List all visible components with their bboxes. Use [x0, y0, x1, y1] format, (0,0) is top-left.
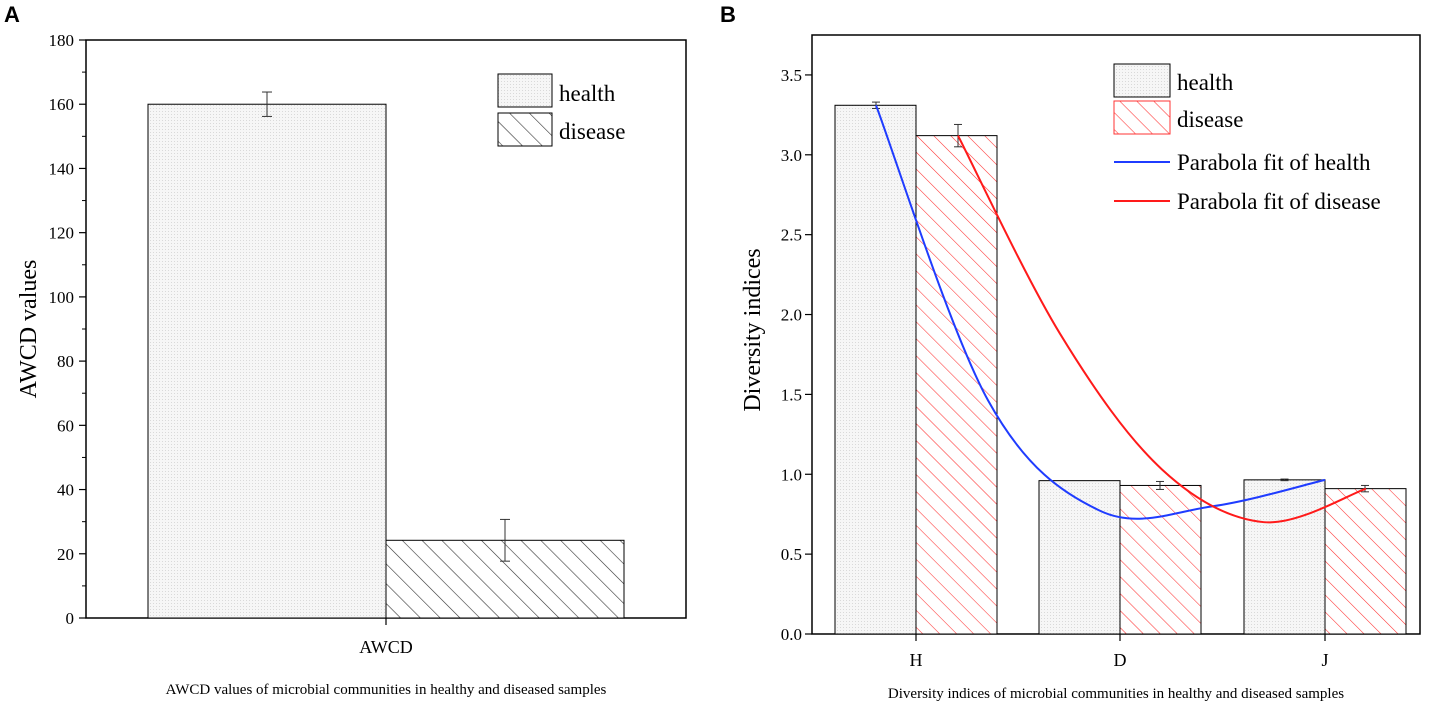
- panel-a-letter: A: [4, 2, 20, 27]
- legend-swatch-health: [1113, 63, 1171, 98]
- panel-b-fit-curves: [875, 104, 1367, 524]
- legend-label-disease: disease: [559, 119, 625, 144]
- y-tick-label: 60: [57, 416, 74, 435]
- y-tick-label: 140: [49, 159, 75, 178]
- legend-swatch-disease: [1113, 100, 1171, 135]
- panel-a-bars: [147, 91, 625, 619]
- x-tick-label: H: [910, 650, 923, 670]
- bar-disease-J: [1324, 488, 1407, 635]
- y-tick-label: 1.5: [781, 385, 802, 404]
- legend-label-health: health: [559, 81, 616, 106]
- y-tick-label: 3.0: [781, 146, 802, 165]
- y-tick-label: 100: [49, 288, 75, 307]
- legend-label-health: health: [1177, 70, 1234, 95]
- panel-b-letter: B: [720, 2, 736, 27]
- y-tick-label: 0.0: [781, 625, 802, 644]
- bar-health-J: [1243, 479, 1326, 635]
- y-tick-label: 160: [49, 95, 75, 114]
- legend-label-disease: disease: [1177, 107, 1243, 132]
- x-tick-label: J: [1321, 650, 1328, 670]
- panel-a-y-ticks: 0 20 40 60 80 100 120 140 160 180: [49, 31, 387, 628]
- y-tick-label: 0.5: [781, 545, 802, 564]
- panel-a: A 0 20 40 60 80 100 120 140 160 180 AWCD AWCD val…: [4, 2, 687, 698]
- panel-b-bars: [834, 101, 1407, 635]
- fit-curve-health: [875, 104, 1326, 520]
- panel-a-y-title: AWCD values: [16, 260, 42, 399]
- legend-label-disease-fit: Parabola fit of disease: [1177, 189, 1381, 214]
- fit-curve-disease: [957, 135, 1367, 524]
- y-tick-label: 180: [49, 31, 75, 50]
- y-tick-label: 2.5: [781, 226, 802, 245]
- legend-label-health-fit: Parabola fit of health: [1177, 150, 1371, 175]
- y-tick-label: 2.0: [781, 306, 802, 325]
- panel-b-x-title: Diversity indices of microbial communiti…: [888, 686, 1344, 702]
- panel-b-legend: health disease Parabola fit of health Pa…: [1113, 63, 1381, 214]
- bar-disease-H: [915, 135, 998, 635]
- panel-a-x-title: AWCD values of microbial communities in …: [166, 682, 607, 698]
- bar-health: [147, 103, 387, 619]
- x-tick-label: D: [1114, 650, 1127, 670]
- panel-a-category-label: AWCD: [359, 637, 413, 657]
- panel-b-y-ticks: 0.0 0.5 1.0 1.5 2.0 2.5 3.0 3.5: [781, 66, 812, 644]
- bar-disease-D: [1119, 484, 1202, 635]
- panel-b: B 0.0 0.5 1.0 1.5 2.0 2.5 3.0 3.5 H D J Diversity…: [720, 2, 1421, 702]
- legend-swatch-disease: [497, 112, 553, 147]
- y-tick-label: 80: [57, 352, 74, 371]
- y-tick-label: 1.0: [781, 465, 802, 484]
- y-tick-label: 40: [57, 481, 74, 500]
- y-tick-label: 0: [66, 609, 75, 628]
- y-tick-label: 20: [57, 545, 74, 564]
- panel-a-legend: health disease: [497, 73, 625, 147]
- bar-health-D: [1038, 480, 1121, 635]
- panel-b-y-title: Diversity indices: [740, 248, 766, 411]
- legend-swatch-health: [497, 73, 553, 108]
- y-tick-label: 120: [49, 224, 75, 243]
- y-tick-label: 3.5: [781, 66, 802, 85]
